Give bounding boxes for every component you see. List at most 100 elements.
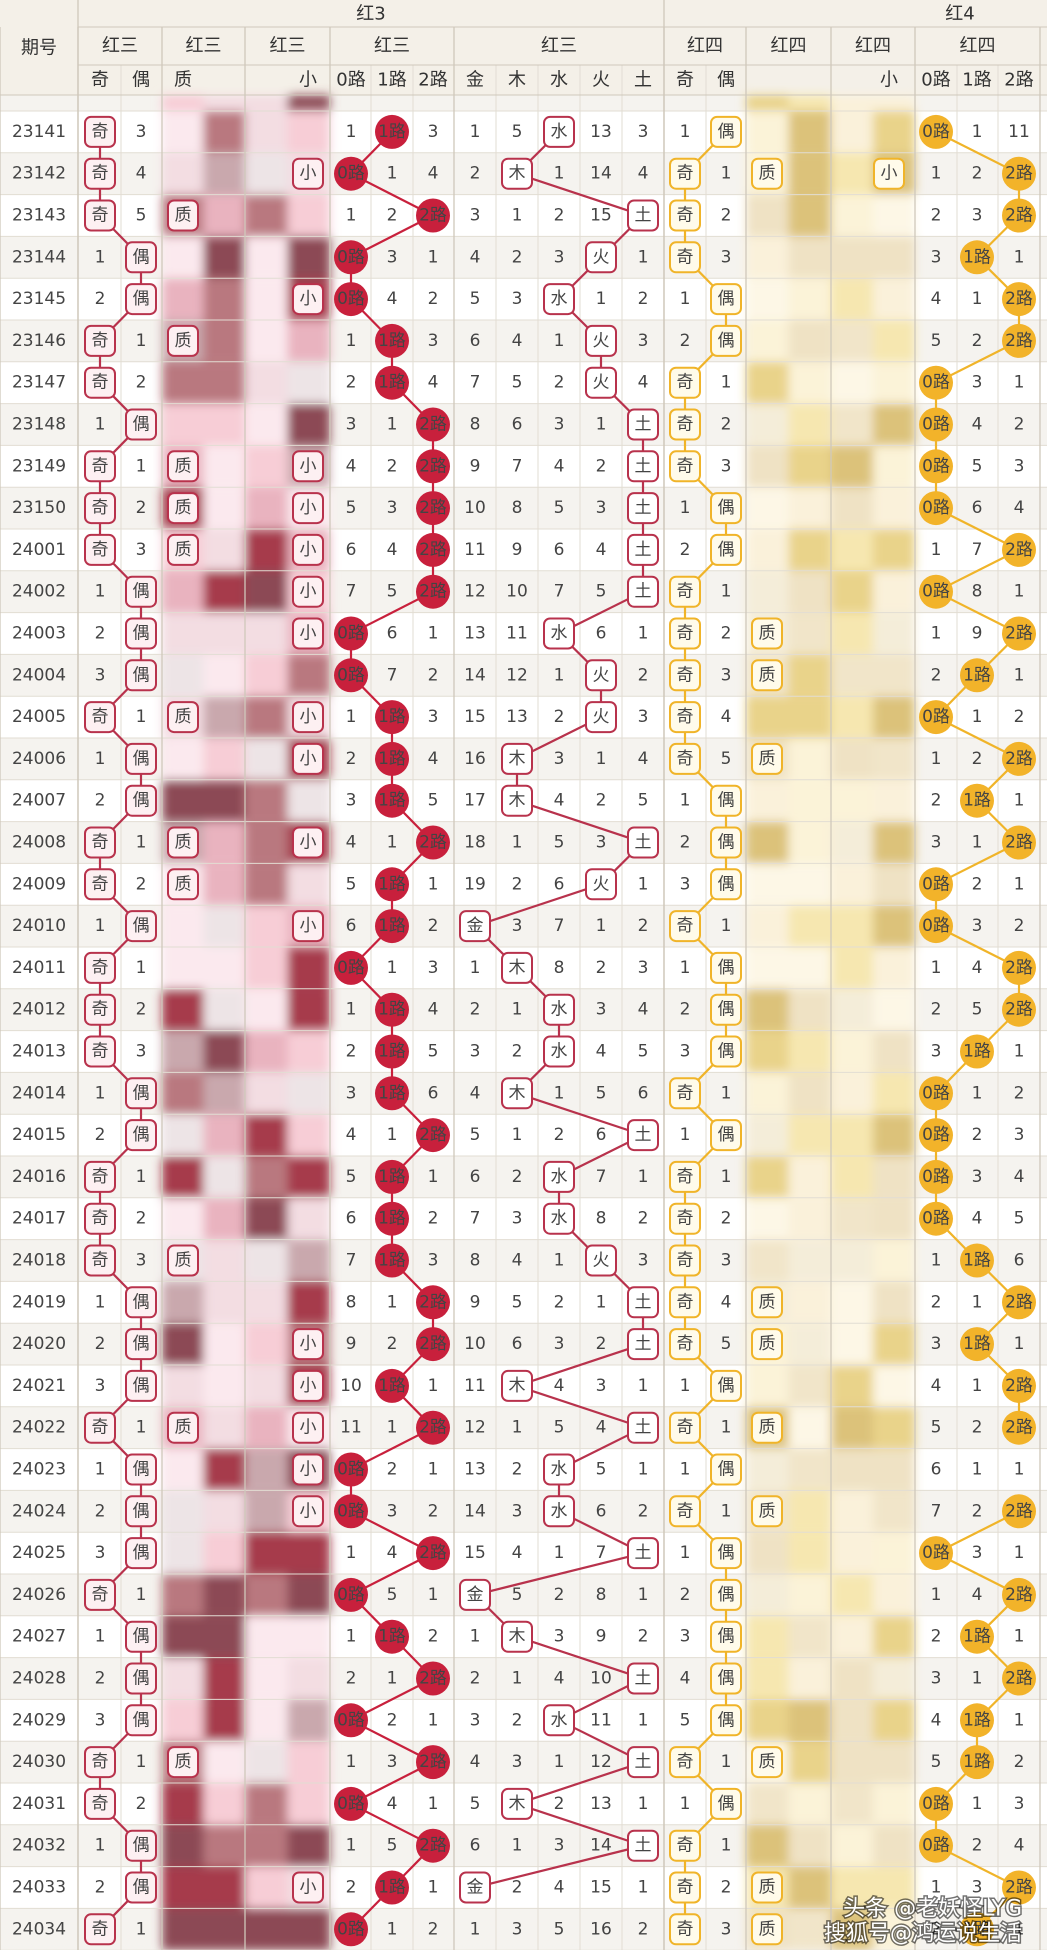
blur-block <box>873 612 915 655</box>
blur-block <box>746 1657 789 1700</box>
mark-label: 土 <box>635 1334 652 1354</box>
mark-box <box>84 492 116 525</box>
cell-number: 1 <box>428 624 439 644</box>
cell-number: 5 <box>596 1460 607 1480</box>
blur-block <box>831 1072 873 1115</box>
mark-circle <box>1002 741 1036 776</box>
cell-number: 1 <box>554 665 565 685</box>
cell-number: 4 <box>428 1000 439 1020</box>
mark-box <box>543 1495 575 1528</box>
blur-block <box>788 947 831 989</box>
mark-box <box>292 910 324 943</box>
cell-number: 5 <box>512 1585 523 1605</box>
blur-block <box>245 570 288 613</box>
blur-block <box>788 1114 831 1156</box>
period: 23149 <box>12 456 66 476</box>
mark-label: 1路 <box>963 1334 991 1354</box>
cell-number: 2 <box>512 874 523 894</box>
header: 期号红3 红4红三 红三 红三 红三 红三 红四 红四 红四 红四奇偶质小 0路 1路 2路金木水火土奇… <box>21 4 1034 91</box>
mark-box <box>125 742 157 775</box>
cell-number: 6 <box>512 415 523 435</box>
blur-block <box>203 1741 245 1783</box>
mark-label: 2路 <box>1005 1292 1033 1312</box>
mark-label: 偶 <box>718 540 735 560</box>
header-column: 火 <box>592 70 610 91</box>
mark-box <box>710 1787 742 1820</box>
mark-box <box>751 1411 783 1444</box>
header-column: 金 <box>466 70 484 91</box>
mark-circle <box>919 1786 953 1821</box>
mark-box <box>84 157 116 190</box>
cell-number: 4 <box>387 540 398 560</box>
cell-number: 4 <box>680 1669 691 1689</box>
blur-block <box>788 445 831 488</box>
cell-number: 1 <box>387 958 398 978</box>
mark-box <box>710 784 742 817</box>
mark-circle <box>1002 825 1036 860</box>
blur-block <box>287 1908 330 1950</box>
cell-number: 1 <box>387 833 398 853</box>
mark-label: 奇 <box>92 833 109 853</box>
period: 24002 <box>12 582 66 602</box>
blur-block <box>245 696 288 738</box>
cell-number: 1 <box>638 1878 649 1898</box>
blur-block <box>203 1448 245 1491</box>
blur-block <box>245 1197 288 1240</box>
cell-number: 3 <box>512 1501 523 1521</box>
mark-label: 1路 <box>378 1167 406 1187</box>
mark-circle <box>375 1159 409 1194</box>
mark-circle <box>375 1870 409 1905</box>
cell-number: 2 <box>721 624 732 644</box>
header-subgroup: 红四 <box>855 36 891 57</box>
cell-number: 4 <box>596 540 607 560</box>
blur-block <box>287 1072 330 1115</box>
mark-circle <box>919 491 953 526</box>
blur-block <box>203 361 245 404</box>
cell-number: 4 <box>136 164 147 184</box>
mark-label: 奇 <box>92 122 109 142</box>
mark-label: 水 <box>551 1209 568 1229</box>
mark-circle <box>1002 1368 1036 1403</box>
mark-box <box>459 1871 491 1904</box>
cell-number: 2 <box>638 1627 649 1647</box>
blur-block <box>245 1532 288 1574</box>
blur-block <box>203 1824 245 1867</box>
cell-number: 1 <box>1014 665 1025 685</box>
mark-box <box>627 1286 659 1319</box>
mark-circle <box>1002 198 1036 233</box>
mark-label: 木 <box>509 749 526 769</box>
cell-number: 3 <box>596 1000 607 1020</box>
cell-number: 13 <box>506 707 528 727</box>
period: 24034 <box>12 1919 66 1939</box>
mark-label: 木 <box>509 1083 526 1103</box>
mark-box <box>710 115 742 148</box>
cell-number: 3 <box>136 540 147 560</box>
blur-block <box>245 1448 288 1491</box>
blur-block <box>162 1657 204 1700</box>
mark-label: 2路 <box>1005 958 1033 978</box>
cell-number: 5 <box>554 833 565 853</box>
mark-box <box>627 408 659 441</box>
mark-label: 偶 <box>133 1292 150 1312</box>
cell-number: 4 <box>638 164 649 184</box>
period: 23148 <box>12 415 66 435</box>
blur-block <box>287 403 330 446</box>
cell-number: 1 <box>428 874 439 894</box>
mark-box <box>710 1119 742 1152</box>
mark-box <box>543 1035 575 1068</box>
cell-number: 1 <box>470 958 481 978</box>
blur-block <box>873 1532 915 1574</box>
blur-block <box>746 529 789 571</box>
mark-label: 0路 <box>337 958 365 978</box>
mark-label: 土 <box>635 1543 652 1563</box>
period: 24029 <box>12 1710 66 1730</box>
blur-block <box>831 1657 873 1700</box>
cell-number: 5 <box>136 206 147 226</box>
blur-block <box>162 1156 204 1198</box>
mark-label: 奇 <box>677 1919 694 1939</box>
cell-number: 1 <box>387 1292 398 1312</box>
mark-box <box>627 1662 659 1695</box>
cell-number: 5 <box>387 582 398 602</box>
cell-number: 6 <box>470 1167 481 1187</box>
cell-number: 1 <box>554 1251 565 1271</box>
